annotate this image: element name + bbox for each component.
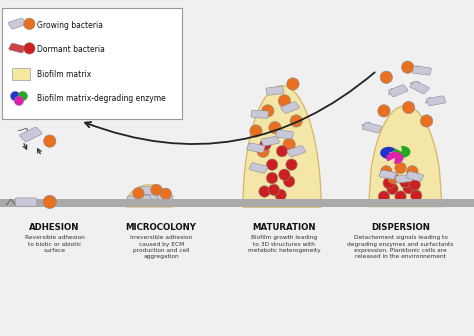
Ellipse shape	[14, 96, 24, 106]
FancyBboxPatch shape	[8, 18, 26, 29]
FancyBboxPatch shape	[281, 102, 300, 113]
FancyBboxPatch shape	[9, 43, 26, 53]
Text: Irreversible adhesion
caused by ECM
production and cell
aggregation: Irreversible adhesion caused by ECM prod…	[130, 235, 192, 259]
FancyBboxPatch shape	[412, 66, 431, 75]
Bar	[0, 199, 474, 207]
Ellipse shape	[18, 91, 27, 101]
Polygon shape	[243, 86, 321, 207]
FancyBboxPatch shape	[15, 198, 37, 207]
FancyBboxPatch shape	[2, 8, 182, 119]
Ellipse shape	[387, 183, 398, 195]
FancyBboxPatch shape	[406, 171, 424, 181]
Ellipse shape	[278, 95, 291, 107]
Text: Dormant bacteria: Dormant bacteria	[37, 45, 105, 54]
Ellipse shape	[24, 43, 35, 54]
FancyBboxPatch shape	[143, 195, 159, 204]
Ellipse shape	[279, 169, 290, 180]
Ellipse shape	[275, 189, 286, 201]
Ellipse shape	[410, 190, 422, 201]
FancyBboxPatch shape	[251, 110, 269, 118]
Ellipse shape	[160, 188, 172, 200]
Text: Biofilm matrix: Biofilm matrix	[37, 70, 91, 79]
Ellipse shape	[409, 179, 420, 191]
FancyBboxPatch shape	[427, 96, 446, 106]
Ellipse shape	[24, 18, 35, 30]
Ellipse shape	[10, 91, 20, 101]
Polygon shape	[368, 106, 442, 207]
Ellipse shape	[287, 78, 299, 90]
FancyBboxPatch shape	[388, 85, 408, 97]
Ellipse shape	[133, 187, 144, 199]
Ellipse shape	[420, 115, 433, 127]
Text: ADHESION: ADHESION	[29, 223, 80, 233]
Wedge shape	[393, 146, 410, 158]
Ellipse shape	[286, 159, 297, 170]
FancyBboxPatch shape	[287, 146, 306, 157]
Ellipse shape	[400, 176, 411, 188]
Ellipse shape	[262, 105, 274, 117]
FancyBboxPatch shape	[266, 86, 284, 95]
Ellipse shape	[266, 172, 278, 184]
FancyBboxPatch shape	[149, 190, 166, 200]
Ellipse shape	[257, 145, 269, 157]
Ellipse shape	[388, 172, 399, 184]
Text: MICROCOLONY: MICROCOLONY	[126, 223, 197, 233]
Ellipse shape	[378, 191, 390, 202]
Ellipse shape	[395, 191, 406, 202]
Text: Biofilm matrix-degrading enzyme: Biofilm matrix-degrading enzyme	[37, 94, 166, 103]
Wedge shape	[386, 152, 403, 164]
Ellipse shape	[407, 166, 418, 177]
Ellipse shape	[395, 162, 406, 174]
FancyBboxPatch shape	[249, 163, 268, 173]
Ellipse shape	[380, 71, 392, 83]
Wedge shape	[380, 147, 396, 159]
FancyBboxPatch shape	[139, 187, 155, 194]
Ellipse shape	[259, 186, 270, 197]
Ellipse shape	[402, 101, 415, 114]
FancyBboxPatch shape	[362, 122, 382, 133]
Ellipse shape	[378, 105, 390, 117]
FancyBboxPatch shape	[395, 174, 412, 183]
FancyBboxPatch shape	[275, 130, 293, 139]
Text: DISPERSION: DISPERSION	[371, 223, 430, 233]
Ellipse shape	[283, 138, 295, 151]
Ellipse shape	[383, 177, 394, 189]
FancyBboxPatch shape	[157, 194, 173, 203]
Ellipse shape	[43, 195, 56, 209]
FancyBboxPatch shape	[410, 81, 429, 94]
FancyBboxPatch shape	[261, 136, 279, 146]
Ellipse shape	[44, 135, 56, 147]
Text: Biofilm growth leading
to 3D structures with
metabolic heterogeneity: Biofilm growth leading to 3D structures …	[248, 235, 321, 253]
FancyBboxPatch shape	[379, 170, 396, 179]
FancyBboxPatch shape	[134, 191, 151, 200]
Ellipse shape	[381, 166, 392, 177]
Ellipse shape	[250, 125, 262, 137]
Text: Detachement signals leading to
degrading enzymes and surfactants
expression. Pla: Detachement signals leading to degrading…	[347, 235, 454, 259]
Text: Growing bacteria: Growing bacteria	[37, 21, 103, 30]
Ellipse shape	[266, 159, 278, 170]
FancyBboxPatch shape	[19, 127, 42, 142]
Ellipse shape	[260, 139, 271, 150]
Text: MATURATION: MATURATION	[253, 223, 316, 233]
FancyBboxPatch shape	[127, 195, 143, 204]
FancyBboxPatch shape	[247, 143, 265, 153]
Ellipse shape	[151, 184, 162, 196]
Ellipse shape	[401, 61, 414, 73]
Ellipse shape	[403, 182, 414, 194]
Ellipse shape	[290, 115, 302, 127]
Ellipse shape	[269, 122, 281, 134]
Ellipse shape	[283, 176, 295, 187]
Ellipse shape	[276, 145, 288, 157]
Ellipse shape	[268, 184, 280, 196]
FancyBboxPatch shape	[12, 68, 30, 80]
Polygon shape	[126, 185, 173, 207]
Text: Reversible adhesion
to biotic or abiotic
surface: Reversible adhesion to biotic or abiotic…	[25, 235, 84, 253]
